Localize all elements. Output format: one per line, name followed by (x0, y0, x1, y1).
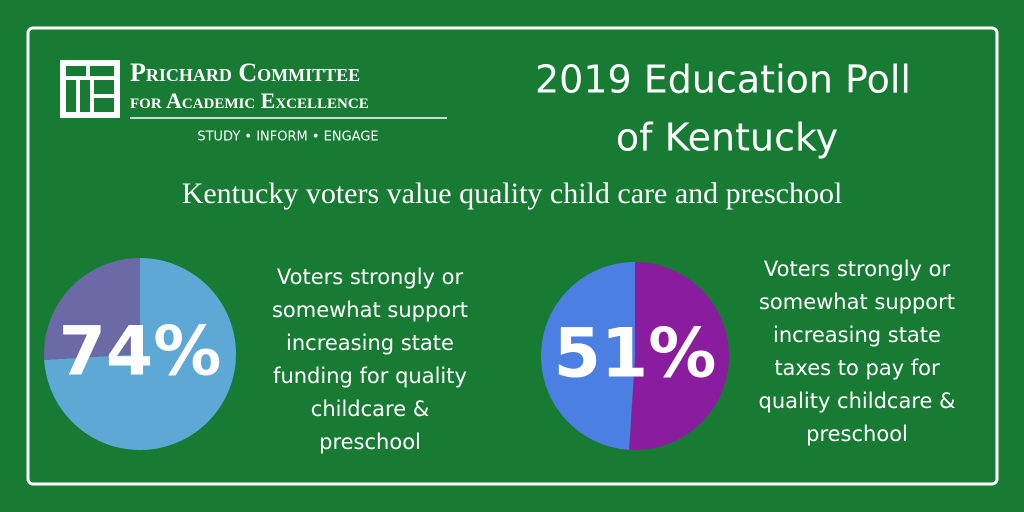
value-label: 51% (554, 315, 717, 394)
caption: taxes to pay for (774, 356, 940, 380)
pie-slice (44, 258, 237, 450)
caption: somewhat support (759, 290, 955, 314)
caption: Voters strongly or (764, 257, 951, 281)
logo-mark (60, 60, 120, 118)
title: 2019 Education Poll (535, 58, 911, 102)
caption: somewhat support (272, 298, 468, 322)
pie-slice (629, 262, 730, 450)
caption: preschool (319, 430, 421, 454)
frame (26, 26, 999, 486)
logo-tagline: STUDY • INFORM • ENGAGE (197, 130, 378, 145)
caption: childcare & (311, 397, 429, 421)
title: of Kentucky (616, 116, 838, 160)
caption: increasing state (286, 331, 454, 355)
logo-name: Prichard Committee (130, 58, 360, 87)
pie-slice (44, 258, 140, 361)
value-label: 74% (59, 313, 222, 392)
caption: funding for quality (273, 364, 467, 388)
caption: Voters strongly or (277, 265, 464, 289)
caption: quality childcare & (759, 389, 956, 413)
subtitle: Kentucky voters value quality child care… (182, 177, 843, 210)
caption: increasing state (773, 323, 941, 347)
logo-name: for Academic Excellence (130, 88, 369, 113)
caption: preschool (806, 422, 908, 446)
pie-slice (541, 262, 635, 450)
